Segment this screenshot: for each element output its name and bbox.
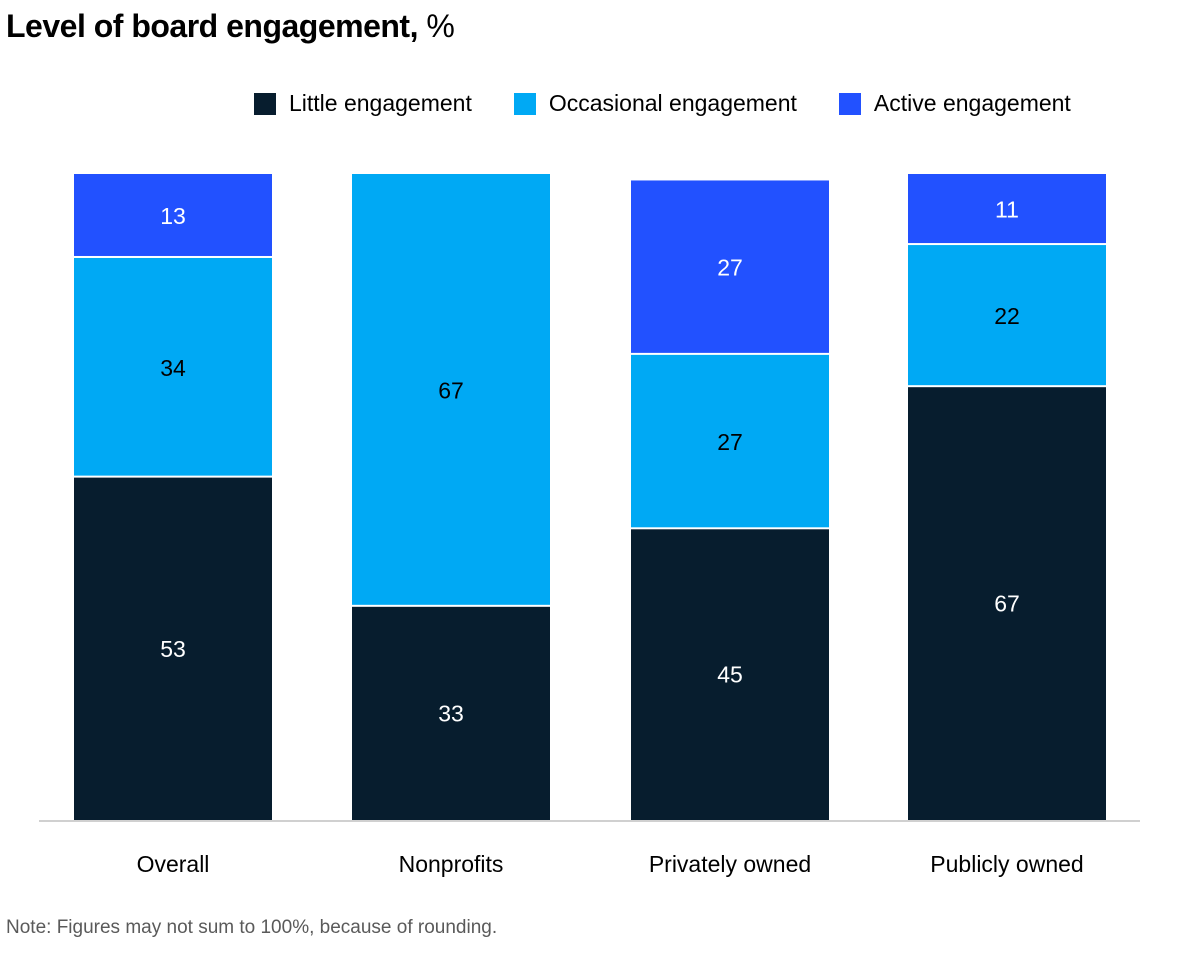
data-label-occasional-publicly-owned: 22 — [994, 303, 1020, 329]
bar-segment-occasional-overall — [74, 257, 272, 476]
bar-segment-occasional-nonprofits — [352, 174, 550, 605]
bar-segment-little-privately-owned — [631, 529, 829, 820]
x-tick-label-privately-owned: Privately owned — [649, 851, 811, 877]
legend-item-little: Little engagement — [254, 90, 472, 117]
x-tick-label-publicly-owned: Publicly owned — [930, 851, 1083, 877]
data-label-little-overall: 53 — [160, 636, 186, 662]
bar-segment-little-publicly-owned — [908, 387, 1106, 820]
data-label-occasional-privately-owned: 27 — [717, 429, 743, 455]
data-label-occasional-overall: 34 — [160, 355, 186, 381]
data-label-little-privately-owned: 45 — [717, 662, 743, 688]
bar-segment-occasional-privately-owned — [631, 354, 829, 528]
legend-swatch-active — [838, 92, 861, 115]
x-tick-label-nonprofits: Nonprofits — [399, 851, 504, 877]
legend-label-little: Little engagement — [289, 90, 472, 116]
bar-segment-active-privately-owned — [631, 180, 829, 353]
data-label-active-privately-owned: 27 — [717, 255, 743, 281]
legend-label-occasional: Occasional engagement — [548, 90, 797, 116]
legend: Little engagement Occasional engagement … — [254, 90, 1071, 117]
data-label-occasional-nonprofits: 67 — [438, 377, 464, 403]
legend-swatch-little — [254, 92, 276, 115]
x-tick-label-overall: Overall — [137, 851, 210, 877]
bar-segment-active-publicly-owned — [908, 174, 1106, 244]
bar-segment-occasional-publicly-owned — [908, 245, 1106, 386]
data-label-little-publicly-owned: 67 — [994, 591, 1020, 617]
chart-title-unit: % — [417, 8, 455, 44]
chart-title-main: Level of board engagement, — [6, 8, 418, 44]
footnote: Note: Figures may not sum to 100%, becau… — [6, 917, 498, 938]
bar-segment-little-nonprofits — [352, 606, 550, 820]
data-label-active-overall: 13 — [160, 203, 186, 229]
data-label-active-publicly-owned: 11 — [995, 197, 1019, 223]
legend-item-occasional: Occasional engagement — [513, 90, 797, 117]
bar-segment-little-overall — [74, 477, 272, 820]
legend-label-active: Active engagement — [873, 90, 1071, 116]
bar-segment-active-overall — [74, 174, 272, 256]
data-label-little-nonprofits: 33 — [438, 700, 464, 726]
legend-swatch-occasional — [513, 92, 536, 115]
legend-item-active: Active engagement — [838, 90, 1071, 117]
chart-title: Level of board engagement, % — [6, 8, 455, 45]
